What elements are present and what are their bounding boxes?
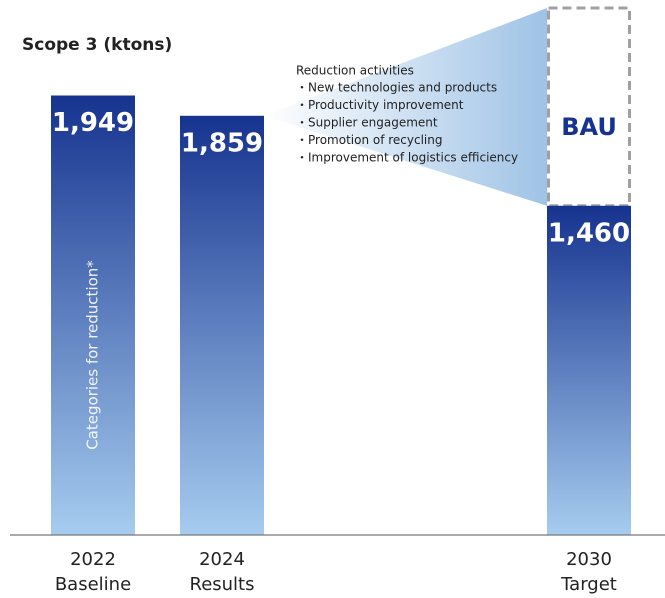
x-tick-label: 2022 — [70, 549, 116, 570]
vertical-label: Categories for reduction* — [84, 260, 102, 450]
bar — [51, 95, 135, 536]
reduction-item: ・Productivity improvement — [296, 98, 464, 112]
x-tick-label: 2024 — [199, 549, 245, 570]
bar — [547, 205, 631, 535]
bau-label: BAU — [561, 113, 617, 141]
reduction-item: ・Improvement of logistics efficiency — [296, 151, 518, 165]
x-tick-sublabel: Baseline — [55, 574, 131, 595]
x-tick-sublabel: Target — [560, 574, 617, 595]
reduction-item: ・Promotion of recycling — [296, 133, 443, 147]
reduction-fan — [264, 8, 547, 206]
chart-title: Scope 3 (ktons) — [22, 35, 172, 55]
value-label: 1,460 — [548, 218, 630, 248]
x-tick-label: 2030 — [566, 549, 612, 570]
value-label: 1,859 — [181, 128, 263, 158]
bau-box — [547, 6, 631, 208]
x-tick-sublabel: Results — [190, 574, 255, 595]
bar — [180, 115, 264, 535]
value-label: 1,949 — [52, 108, 134, 138]
reduction-title: Reduction activities — [296, 64, 414, 78]
reduction-item: ・New technologies and products — [296, 81, 497, 95]
reduction-item: ・Supplier engagement — [296, 116, 438, 130]
